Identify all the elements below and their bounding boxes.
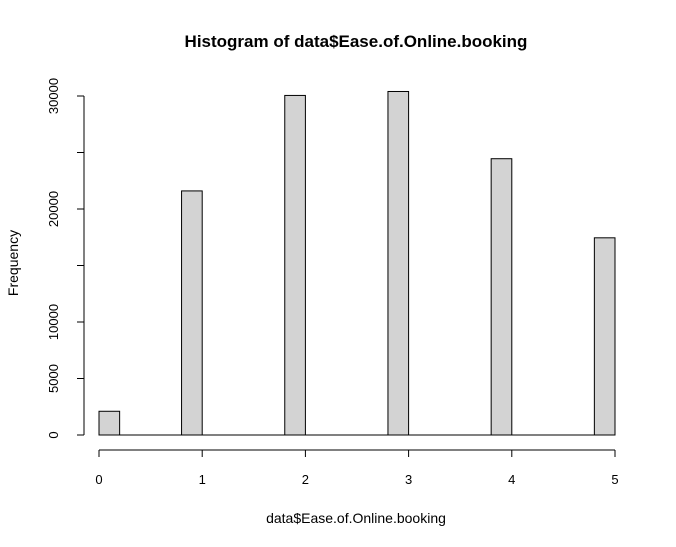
bar-0: [98, 410, 121, 436]
y-tick-label-0: 0: [46, 431, 61, 438]
bars-group: [98, 90, 616, 436]
bar-5: [593, 237, 616, 436]
y-axis-label: Frequency: [5, 230, 21, 296]
y-tick-label-1: 5000: [46, 364, 61, 393]
x-tick-label-2: 2: [302, 472, 309, 487]
bar-2: [284, 94, 306, 436]
x-axis-label: data$Ease.of.Online.booking: [266, 510, 446, 526]
y-tick-label-2: 10000: [46, 304, 61, 340]
bar-4: [490, 158, 513, 436]
y-tick-label-4: 30000: [46, 78, 61, 114]
y-axis: 0 5000 10000 20000 30000: [46, 78, 85, 439]
bar-1: [181, 190, 203, 436]
x-tick-label-5: 5: [611, 472, 618, 487]
x-tick-label-0: 0: [95, 472, 102, 487]
y-tick-label-3: 20000: [46, 191, 61, 227]
chart-title: Histogram of data$Ease.of.Online.booking: [185, 32, 528, 51]
bar-3: [387, 90, 410, 436]
x-axis: 0 1 2 3 4 5: [95, 449, 619, 487]
x-tick-label-4: 4: [508, 472, 515, 487]
x-tick-label-3: 3: [405, 472, 412, 487]
x-tick-label-1: 1: [199, 472, 206, 487]
